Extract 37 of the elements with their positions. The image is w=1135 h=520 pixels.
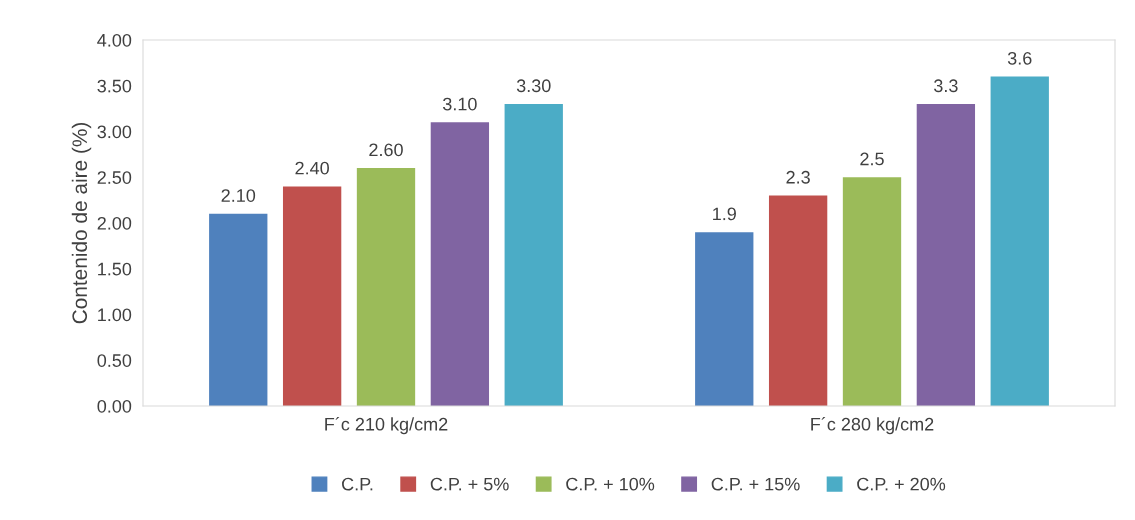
bar [990, 76, 1049, 406]
bar [504, 104, 563, 406]
data-label: 2.10 [221, 189, 256, 202]
legend-label: C.P. + 10% [566, 477, 655, 491]
data-label: 3.10 [442, 97, 477, 111]
data-label: 1.9 [713, 207, 736, 221]
bar [916, 104, 976, 406]
y-tick-label: 2.50 [97, 171, 132, 184]
legend-label: C.P. + 15% [711, 477, 800, 491]
legend-label: C.P. [342, 477, 373, 491]
x-tick-label: F´c 210 kg/cm2 [325, 417, 448, 435]
bar [282, 186, 342, 406]
legend-label: C.P. + 20% [857, 477, 946, 491]
bar [356, 168, 416, 406]
y-axis-title: Contenido de aire (%) [71, 122, 92, 324]
data-label: 2.5 [860, 152, 884, 166]
y-tick-label: 1.00 [98, 308, 132, 322]
bar [209, 213, 268, 406]
y-tick-label: 3.00 [97, 125, 132, 139]
data-label: 3.30 [516, 79, 551, 93]
data-label: 3.3 [934, 79, 958, 93]
y-tick-label: 4.00 [97, 33, 132, 47]
bar [768, 195, 828, 406]
data-label: 3.6 [1007, 51, 1032, 65]
x-tick-label: F´c 280 kg/cm2 [811, 417, 934, 435]
data-label: 2.60 [369, 143, 403, 157]
legend-label: C.P. + 5% [430, 477, 509, 491]
bar [695, 232, 754, 406]
y-tick-label: 0.00 [97, 399, 132, 413]
bar [430, 122, 490, 406]
data-label: 2.40 [295, 161, 329, 175]
data-label: 2.3 [786, 170, 810, 184]
y-tick-label: 3.50 [97, 79, 132, 93]
y-tick-label: 1.50 [98, 262, 132, 276]
y-tick-label: 0.50 [97, 354, 132, 367]
bar [842, 177, 902, 406]
y-tick-label: 2.00 [97, 216, 132, 230]
